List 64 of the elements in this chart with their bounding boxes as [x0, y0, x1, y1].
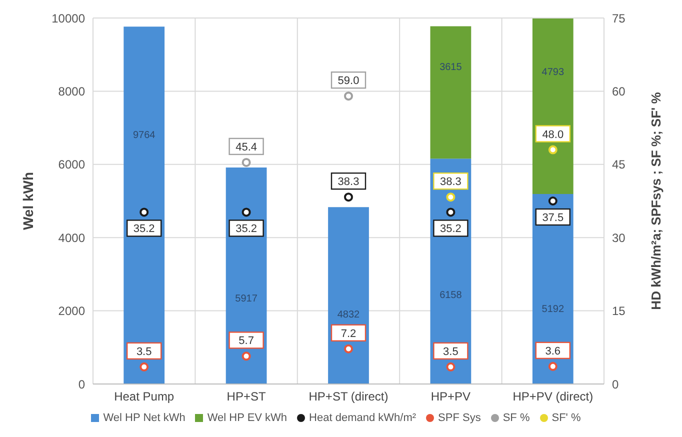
- x-tick-label: HP+ST: [226, 390, 266, 404]
- bar: [124, 26, 165, 384]
- x-tick-label: HP+ST (direct): [308, 390, 388, 404]
- data-label: 4793: [542, 67, 564, 78]
- point: [548, 145, 558, 154]
- bar: [430, 26, 472, 159]
- bar: [328, 207, 369, 384]
- x-tick-label: HP+PV: [430, 390, 471, 404]
- legend-label: SPF Sys: [438, 412, 481, 424]
- point: [344, 344, 353, 354]
- legend-label: Heat demand kWh/m²: [309, 412, 416, 424]
- point: [140, 208, 149, 217]
- y2-tick-label: 45: [612, 158, 626, 172]
- point: [242, 208, 251, 217]
- data-label: 38.3: [440, 176, 462, 188]
- data-label: 3.5: [443, 346, 458, 358]
- data-label: 45.4: [236, 141, 258, 154]
- y-tick-label: 4000: [58, 230, 86, 245]
- y2-tick-label: 60: [612, 84, 626, 98]
- data-label: 5917: [235, 293, 258, 304]
- data-label: 5.7: [238, 335, 254, 348]
- data-label: 7.2: [340, 328, 356, 340]
- data-label: 38.3: [338, 176, 360, 188]
- data-label: 59.0: [338, 75, 360, 88]
- y2-tick-label: 0: [612, 377, 619, 392]
- data-label: 37.5: [542, 212, 564, 224]
- data-label: 3.5: [136, 346, 152, 358]
- data-label: 48.0: [542, 128, 564, 141]
- point: [242, 352, 251, 361]
- y-axis-title: Wel kWh: [20, 172, 36, 230]
- point: [548, 362, 558, 371]
- point: [344, 92, 353, 101]
- legend-label: SF' %: [552, 412, 581, 424]
- y-tick-label: 8000: [58, 84, 86, 98]
- point: [140, 362, 149, 372]
- point: [446, 192, 456, 202]
- data-label: 5192: [542, 304, 564, 315]
- data-label: 6158: [440, 290, 462, 301]
- x-tick-label: Heat Pump: [114, 390, 174, 404]
- point: [548, 196, 558, 206]
- data-label: 35.2: [440, 223, 462, 236]
- y2-tick-label: 15: [612, 304, 626, 318]
- data-label: 35.2: [236, 223, 258, 236]
- y2-tick-label: 30: [612, 230, 626, 245]
- data-label: 35.2: [133, 223, 155, 236]
- legend-label: Wel HP EV kWh: [207, 412, 288, 424]
- legend-label: Wel HP Net kWh: [103, 412, 186, 424]
- y-tick-label: 6000: [58, 158, 86, 172]
- y2-axis-title: HD kWh/m²a; SPFsys ; SF %; SF' %: [648, 92, 664, 310]
- data-label: 9764: [132, 130, 156, 141]
- point: [446, 208, 456, 217]
- y-tick-label: 10000: [52, 11, 86, 26]
- x-tick-label: HP+PV (direct): [512, 390, 594, 404]
- y-tick-label: 2000: [58, 304, 86, 318]
- data-label: 3615: [440, 62, 462, 73]
- y-tick-label: 0: [78, 377, 86, 392]
- point: [344, 192, 353, 202]
- legend-label: SF %: [502, 412, 530, 424]
- data-label: 3.6: [545, 345, 561, 358]
- y2-tick-label: 75: [612, 11, 626, 26]
- bar: [532, 18, 574, 194]
- point: [242, 158, 251, 167]
- point: [446, 362, 456, 372]
- data-label: 4832: [337, 309, 360, 320]
